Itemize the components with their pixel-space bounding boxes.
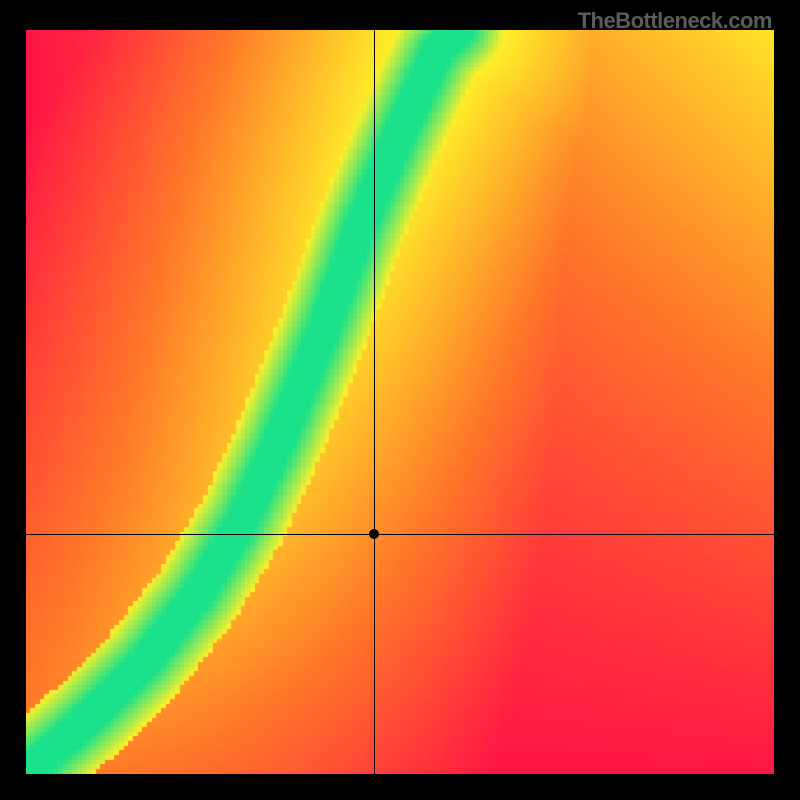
plot-area — [26, 30, 774, 774]
chart-container: TheBottleneck.com — [0, 0, 800, 800]
heatmap-canvas — [26, 30, 774, 774]
